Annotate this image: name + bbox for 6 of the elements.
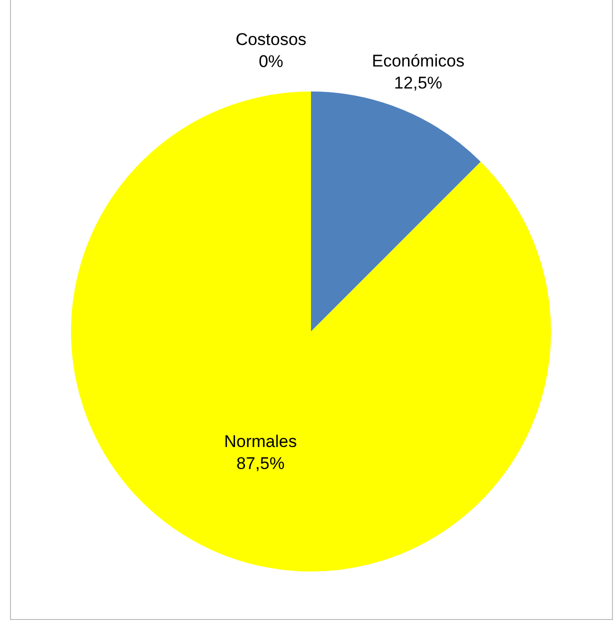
slice-label: Económicos bbox=[372, 52, 464, 70]
slice-label: Normales bbox=[224, 432, 297, 452]
category-label: Costosos bbox=[236, 30, 306, 50]
data-label: 12,5% bbox=[394, 74, 442, 92]
data-label: 87,5% bbox=[236, 454, 285, 474]
text: 0% bbox=[258, 52, 284, 72]
